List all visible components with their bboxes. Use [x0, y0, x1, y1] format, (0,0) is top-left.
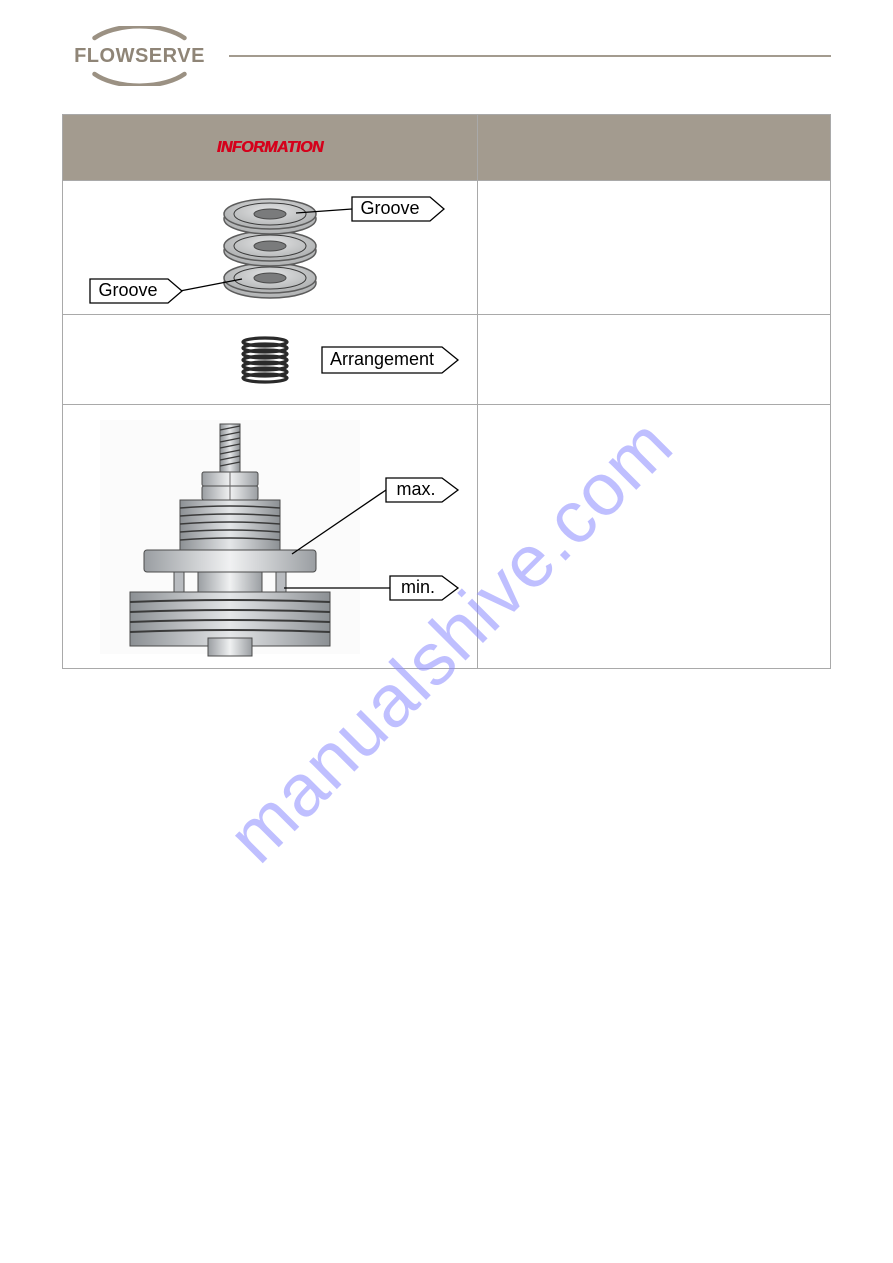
gland-diagram: max. min. [70, 412, 470, 662]
svg-text:FLOWSERVE: FLOWSERVE [74, 45, 205, 67]
cell-gland-desc [477, 405, 830, 669]
label-groove-bottom: Groove [90, 279, 182, 303]
svg-text:Groove: Groove [98, 280, 157, 300]
svg-text:Groove: Groove [360, 198, 419, 218]
cell-arrangement-desc [477, 315, 830, 405]
svg-text:min.: min. [401, 577, 435, 597]
table-row: Groove Groove [63, 181, 831, 315]
label-min: min. [390, 576, 458, 600]
table-header-row: INFORMATION [63, 115, 831, 181]
label-max: max. [386, 478, 458, 502]
table-header-empty [477, 115, 830, 181]
label-groove-top: Groove [352, 197, 444, 221]
header-label: INFORMATION [217, 139, 323, 156]
page-header: FLOWSERVE [62, 26, 831, 86]
table-header-information: INFORMATION [63, 115, 478, 181]
table-row: max. min. [63, 405, 831, 669]
info-table: INFORMATION [62, 114, 831, 669]
label-arrangement: Arrangement [322, 347, 458, 373]
cell-groove-desc [477, 181, 830, 315]
cell-gland-illustration: max. min. [63, 405, 478, 669]
svg-text:max.: max. [396, 479, 435, 499]
groove-diagram: Groove Groove [70, 183, 470, 313]
table-row: Arrangement [63, 315, 831, 405]
cell-arrangement-illustration: Arrangement [63, 315, 478, 405]
brand-logo: FLOWSERVE [62, 26, 217, 86]
cell-groove-illustration: Groove Groove [63, 181, 478, 315]
header-rule [229, 55, 831, 57]
svg-text:Arrangement: Arrangement [330, 349, 434, 369]
arrangement-diagram: Arrangement [70, 325, 470, 395]
